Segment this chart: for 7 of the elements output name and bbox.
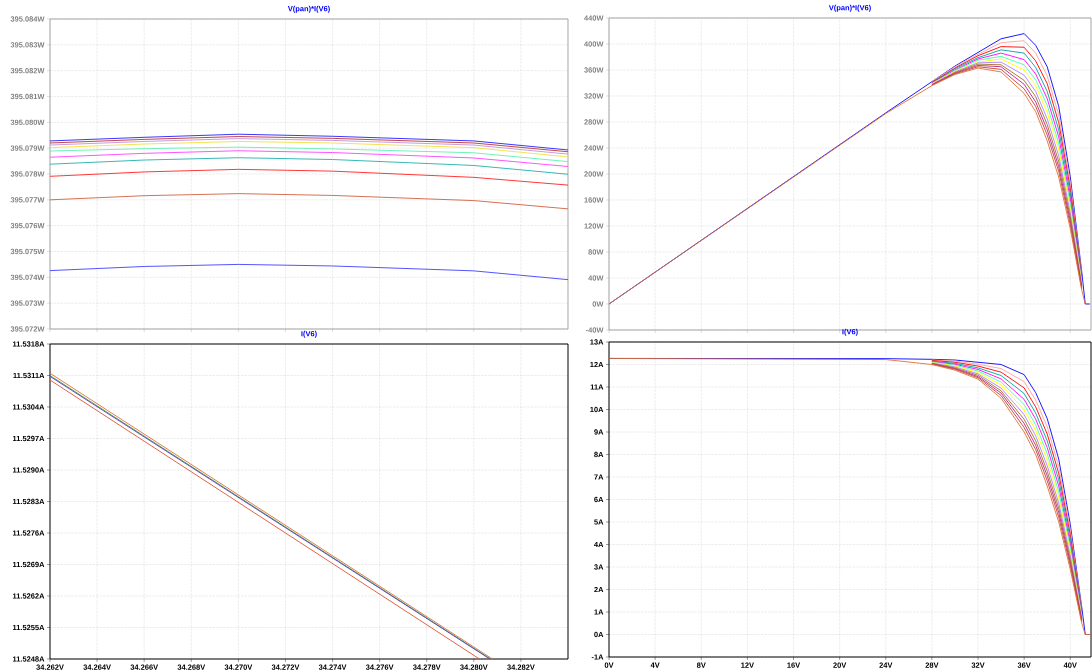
line-series bbox=[50, 146, 569, 163]
line-series bbox=[50, 157, 569, 175]
line-series bbox=[50, 168, 569, 186]
line-series bbox=[50, 193, 569, 210]
line-series bbox=[50, 263, 569, 281]
line-series bbox=[609, 357, 1091, 635]
line-series bbox=[50, 150, 569, 167]
